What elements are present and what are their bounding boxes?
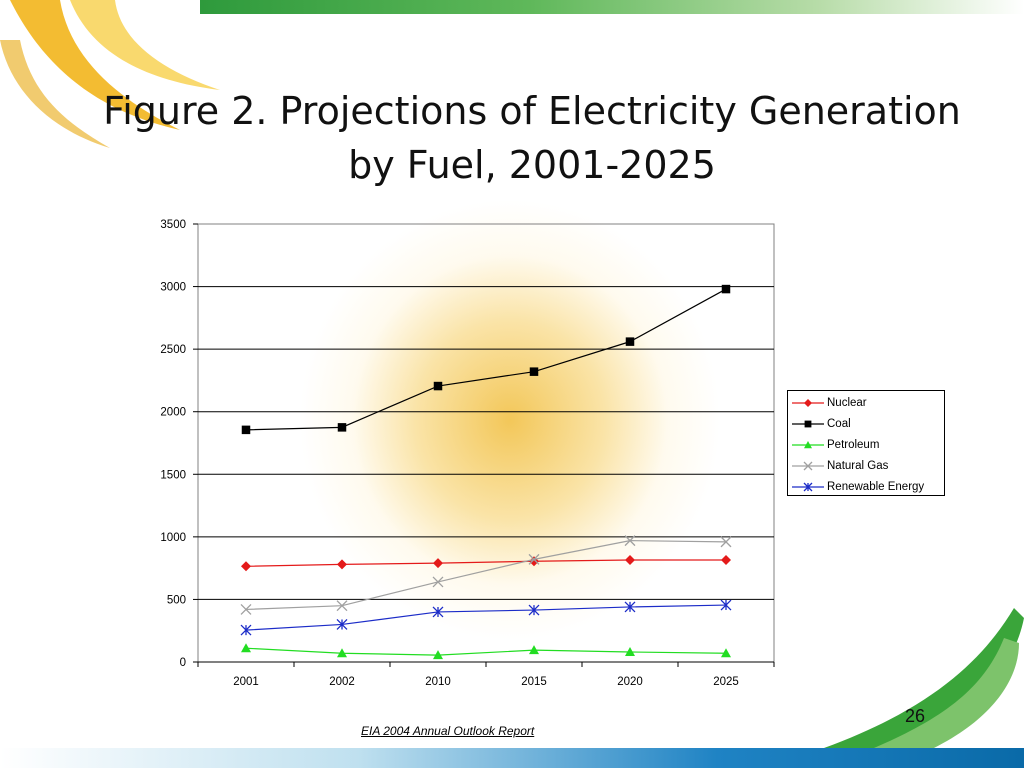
bottom-decorative-band xyxy=(0,748,1024,768)
y-tick-label: 1000 xyxy=(160,532,186,544)
data-point-natural-gas xyxy=(528,553,540,565)
legend-label: Renewable Energy xyxy=(827,480,925,493)
data-point-natural-gas xyxy=(336,600,348,612)
legend-swatch-natural-gas xyxy=(792,461,824,471)
data-point-coal xyxy=(529,367,539,376)
page-title: Figure 2. Projections of Electricity Gen… xyxy=(60,84,1004,192)
legend-label: Natural Gas xyxy=(827,459,889,472)
legend-label: Coal xyxy=(827,418,851,431)
legend-marker-renewable-energy xyxy=(803,482,813,492)
data-point-renewable-energy xyxy=(336,618,348,630)
series-line-natural-gas xyxy=(245,540,727,611)
data-point-petroleum xyxy=(529,645,539,655)
data-point-coal xyxy=(337,423,347,432)
legend-marker-natural-gas xyxy=(803,461,813,471)
data-point-petroleum xyxy=(241,643,251,653)
data-point-nuclear xyxy=(721,555,731,566)
data-point-nuclear xyxy=(337,559,347,570)
y-tick-label: 0 xyxy=(180,657,186,669)
legend-item-renewable-energy: Renewable Energy xyxy=(792,476,944,497)
data-point-renewable-energy xyxy=(432,606,444,618)
series-coal xyxy=(241,284,731,435)
data-point-coal xyxy=(433,381,443,391)
x-tick-label: 2025 xyxy=(713,676,739,688)
x-tick-label: 2001 xyxy=(233,676,259,688)
legend-label: Petroleum xyxy=(827,438,880,451)
x-tick-label: 2015 xyxy=(521,676,547,688)
data-point-nuclear xyxy=(529,556,539,567)
chart-legend: Nuclear Coal Petroleum Natural Gas Renewable… xyxy=(787,390,945,496)
data-point-renewable-energy xyxy=(720,599,732,611)
x-tick-label: 2002 xyxy=(329,676,355,688)
data-point-petroleum xyxy=(433,650,443,660)
legend-item-nuclear: Nuclear xyxy=(792,393,944,414)
series-line-petroleum xyxy=(245,647,727,656)
legend-marker-petroleum xyxy=(804,440,812,449)
data-point-petroleum xyxy=(721,648,731,658)
data-point-natural-gas xyxy=(240,603,252,615)
legend-marker-coal xyxy=(804,420,812,428)
data-point-renewable-energy xyxy=(528,604,540,616)
data-point-renewable-energy xyxy=(624,601,636,613)
data-point-nuclear xyxy=(433,558,443,569)
source-link[interactable]: EIA 2004 Annual Outlook Report xyxy=(361,724,535,738)
data-point-nuclear xyxy=(241,561,251,572)
data-point-nuclear xyxy=(625,555,635,566)
legend-swatch-petroleum xyxy=(792,440,824,449)
data-point-natural-gas xyxy=(432,576,444,588)
top-decorative-band xyxy=(200,0,1024,14)
y-tick-label: 500 xyxy=(167,594,186,606)
data-point-renewable-energy xyxy=(240,624,252,636)
background-glow xyxy=(300,200,720,640)
data-point-coal xyxy=(625,337,635,346)
series-line-renewable-energy xyxy=(245,604,727,631)
legend-marker-nuclear xyxy=(804,399,812,408)
plot-area xyxy=(197,223,775,663)
legend-label: Nuclear xyxy=(827,397,867,410)
page-title-line-2: by Fuel, 2001-2025 xyxy=(348,143,716,187)
legend-item-natural-gas: Natural Gas xyxy=(792,455,944,476)
data-point-natural-gas xyxy=(624,535,636,547)
data-point-coal xyxy=(241,425,251,435)
y-tick-label: 3000 xyxy=(160,282,186,294)
y-tick-label: 3500 xyxy=(160,219,186,231)
slide-number: 26 xyxy=(905,706,926,726)
series-line-nuclear xyxy=(245,559,726,567)
y-tick-label: 2500 xyxy=(160,344,186,356)
data-point-petroleum xyxy=(625,646,635,656)
legend-swatch-coal xyxy=(792,420,824,428)
series-nuclear xyxy=(241,555,731,572)
y-tick-label: 1500 xyxy=(160,469,186,481)
series-renewable-energy xyxy=(240,599,732,636)
x-tick-label: 2010 xyxy=(425,676,451,688)
x-tick-label: 2020 xyxy=(617,676,643,688)
series-natural-gas xyxy=(240,535,732,615)
data-point-petroleum xyxy=(337,648,347,658)
data-point-coal xyxy=(721,284,731,294)
series-petroleum xyxy=(241,643,731,660)
corner-swoosh-logo xyxy=(0,0,220,148)
data-point-natural-gas xyxy=(720,536,732,548)
series-line-coal xyxy=(245,288,727,431)
legend-item-coal: Coal xyxy=(792,414,944,435)
legend-item-petroleum: Petroleum xyxy=(792,435,944,456)
page-title-line-1: Figure 2. Projections of Electricity Gen… xyxy=(103,89,961,133)
legend-swatch-renewable-energy xyxy=(792,482,824,492)
bottom-right-swoosh-logo xyxy=(824,608,1024,748)
legend-swatch-nuclear xyxy=(792,399,824,408)
y-tick-label: 2000 xyxy=(160,407,186,419)
